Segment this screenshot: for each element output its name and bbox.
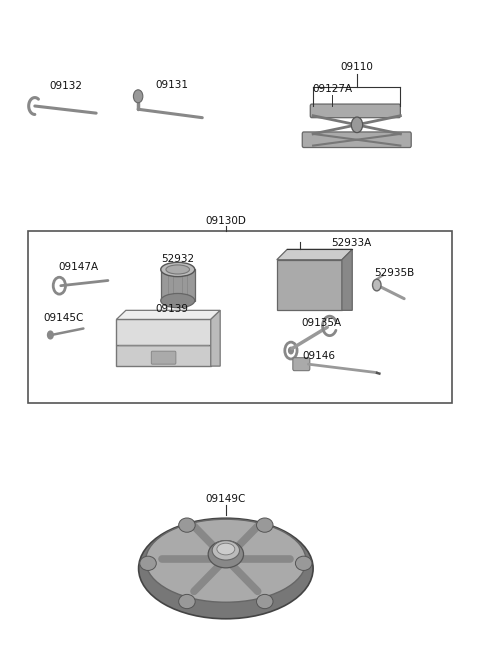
FancyBboxPatch shape [302, 132, 411, 148]
Ellipse shape [145, 519, 306, 602]
Circle shape [372, 279, 381, 291]
Text: 09130D: 09130D [205, 216, 246, 226]
Ellipse shape [161, 262, 195, 277]
Circle shape [133, 90, 143, 102]
Text: 09110: 09110 [340, 62, 373, 72]
Polygon shape [277, 250, 352, 260]
Ellipse shape [217, 543, 235, 555]
Ellipse shape [179, 595, 195, 608]
Text: 52935B: 52935B [374, 268, 415, 278]
FancyBboxPatch shape [277, 260, 342, 310]
Ellipse shape [140, 556, 156, 570]
Text: 09149C: 09149C [205, 493, 246, 504]
Text: 09131: 09131 [155, 79, 188, 90]
Text: 52933A: 52933A [331, 238, 371, 248]
FancyBboxPatch shape [293, 357, 310, 371]
Polygon shape [211, 310, 220, 366]
FancyBboxPatch shape [151, 351, 176, 364]
Circle shape [48, 331, 53, 339]
Bar [28, 231, 452, 403]
Ellipse shape [212, 541, 240, 560]
Ellipse shape [295, 556, 312, 570]
Ellipse shape [208, 541, 243, 568]
Circle shape [288, 348, 293, 354]
Text: 09147A: 09147A [59, 262, 99, 272]
Text: 09135A: 09135A [301, 319, 341, 328]
FancyBboxPatch shape [310, 104, 400, 118]
Text: 09132: 09132 [49, 81, 82, 91]
Text: 52932: 52932 [161, 254, 194, 263]
FancyBboxPatch shape [117, 319, 211, 345]
FancyBboxPatch shape [161, 269, 195, 301]
Text: 09127A: 09127A [312, 83, 352, 94]
Ellipse shape [161, 294, 195, 307]
Ellipse shape [179, 518, 195, 532]
FancyBboxPatch shape [117, 345, 211, 366]
Ellipse shape [166, 265, 190, 274]
Circle shape [351, 117, 362, 133]
Text: 09146: 09146 [303, 351, 336, 361]
Polygon shape [342, 250, 352, 310]
Ellipse shape [256, 518, 273, 532]
Polygon shape [117, 310, 220, 319]
Ellipse shape [256, 595, 273, 608]
Ellipse shape [139, 518, 313, 619]
Text: 09145C: 09145C [43, 313, 84, 323]
Text: 09139: 09139 [155, 304, 188, 314]
